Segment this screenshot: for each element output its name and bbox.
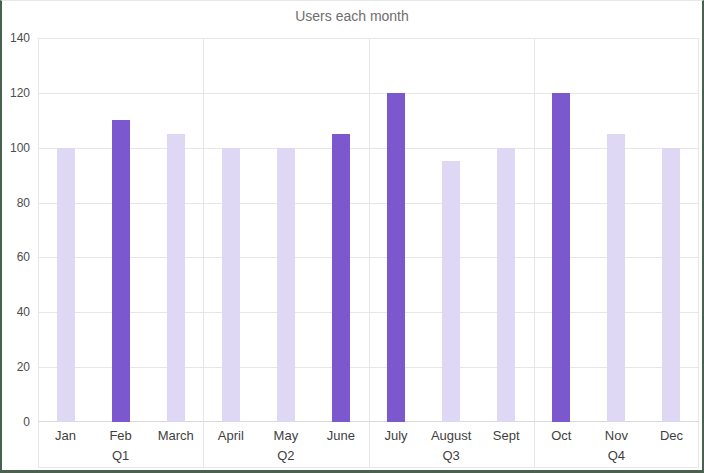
y-tick-label-20: 20 [2,360,30,374]
x-label-jan: Jan [36,428,96,443]
quarter-divider-2 [369,38,370,467]
y-tick-label-40: 40 [2,305,30,319]
x-label-oct: Oct [531,428,591,443]
y-tick-label-60: 60 [2,250,30,264]
x-label-march: March [146,428,206,443]
y-tick-label-100: 100 [2,141,30,155]
bar-dec[interactable] [662,148,680,422]
label-area-bottom-line [38,467,699,468]
x-label-august: August [421,428,481,443]
bar-sept[interactable] [497,148,515,422]
chart-title: Users each month [2,8,702,24]
y-tick-label-120: 120 [2,86,30,100]
bar-nov[interactable] [607,134,625,422]
x-label-april: April [201,428,261,443]
quarter-divider-3 [534,38,535,467]
x-label-sept: Sept [476,428,536,443]
bar-feb[interactable] [112,120,130,422]
bar-jan[interactable] [57,148,75,422]
bar-oct[interactable] [552,93,570,422]
bar-may[interactable] [277,148,295,422]
x-label-june: June [311,428,371,443]
bar-june[interactable] [332,134,350,422]
x-label-feb: Feb [91,428,151,443]
group-label-q3: Q3 [369,448,534,463]
x-label-may: May [256,428,316,443]
y-tick-label-140: 140 [2,31,30,45]
y-tick-label-80: 80 [2,196,30,210]
group-label-q2: Q2 [203,448,368,463]
x-label-nov: Nov [586,428,646,443]
quarter-divider-1 [203,38,204,467]
group-label-q4: Q4 [534,448,699,463]
bar-april[interactable] [222,148,240,422]
bar-july[interactable] [387,93,405,422]
bar-march[interactable] [167,134,185,422]
group-label-q1: Q1 [38,448,203,463]
x-label-july: July [366,428,426,443]
y-tick-label-0: 0 [2,415,30,429]
chart-frame: Users each month 0 20 40 60 80 100 120 140 JanFe… [0,0,704,473]
x-label-dec: Dec [641,428,701,443]
bar-august[interactable] [442,161,460,422]
